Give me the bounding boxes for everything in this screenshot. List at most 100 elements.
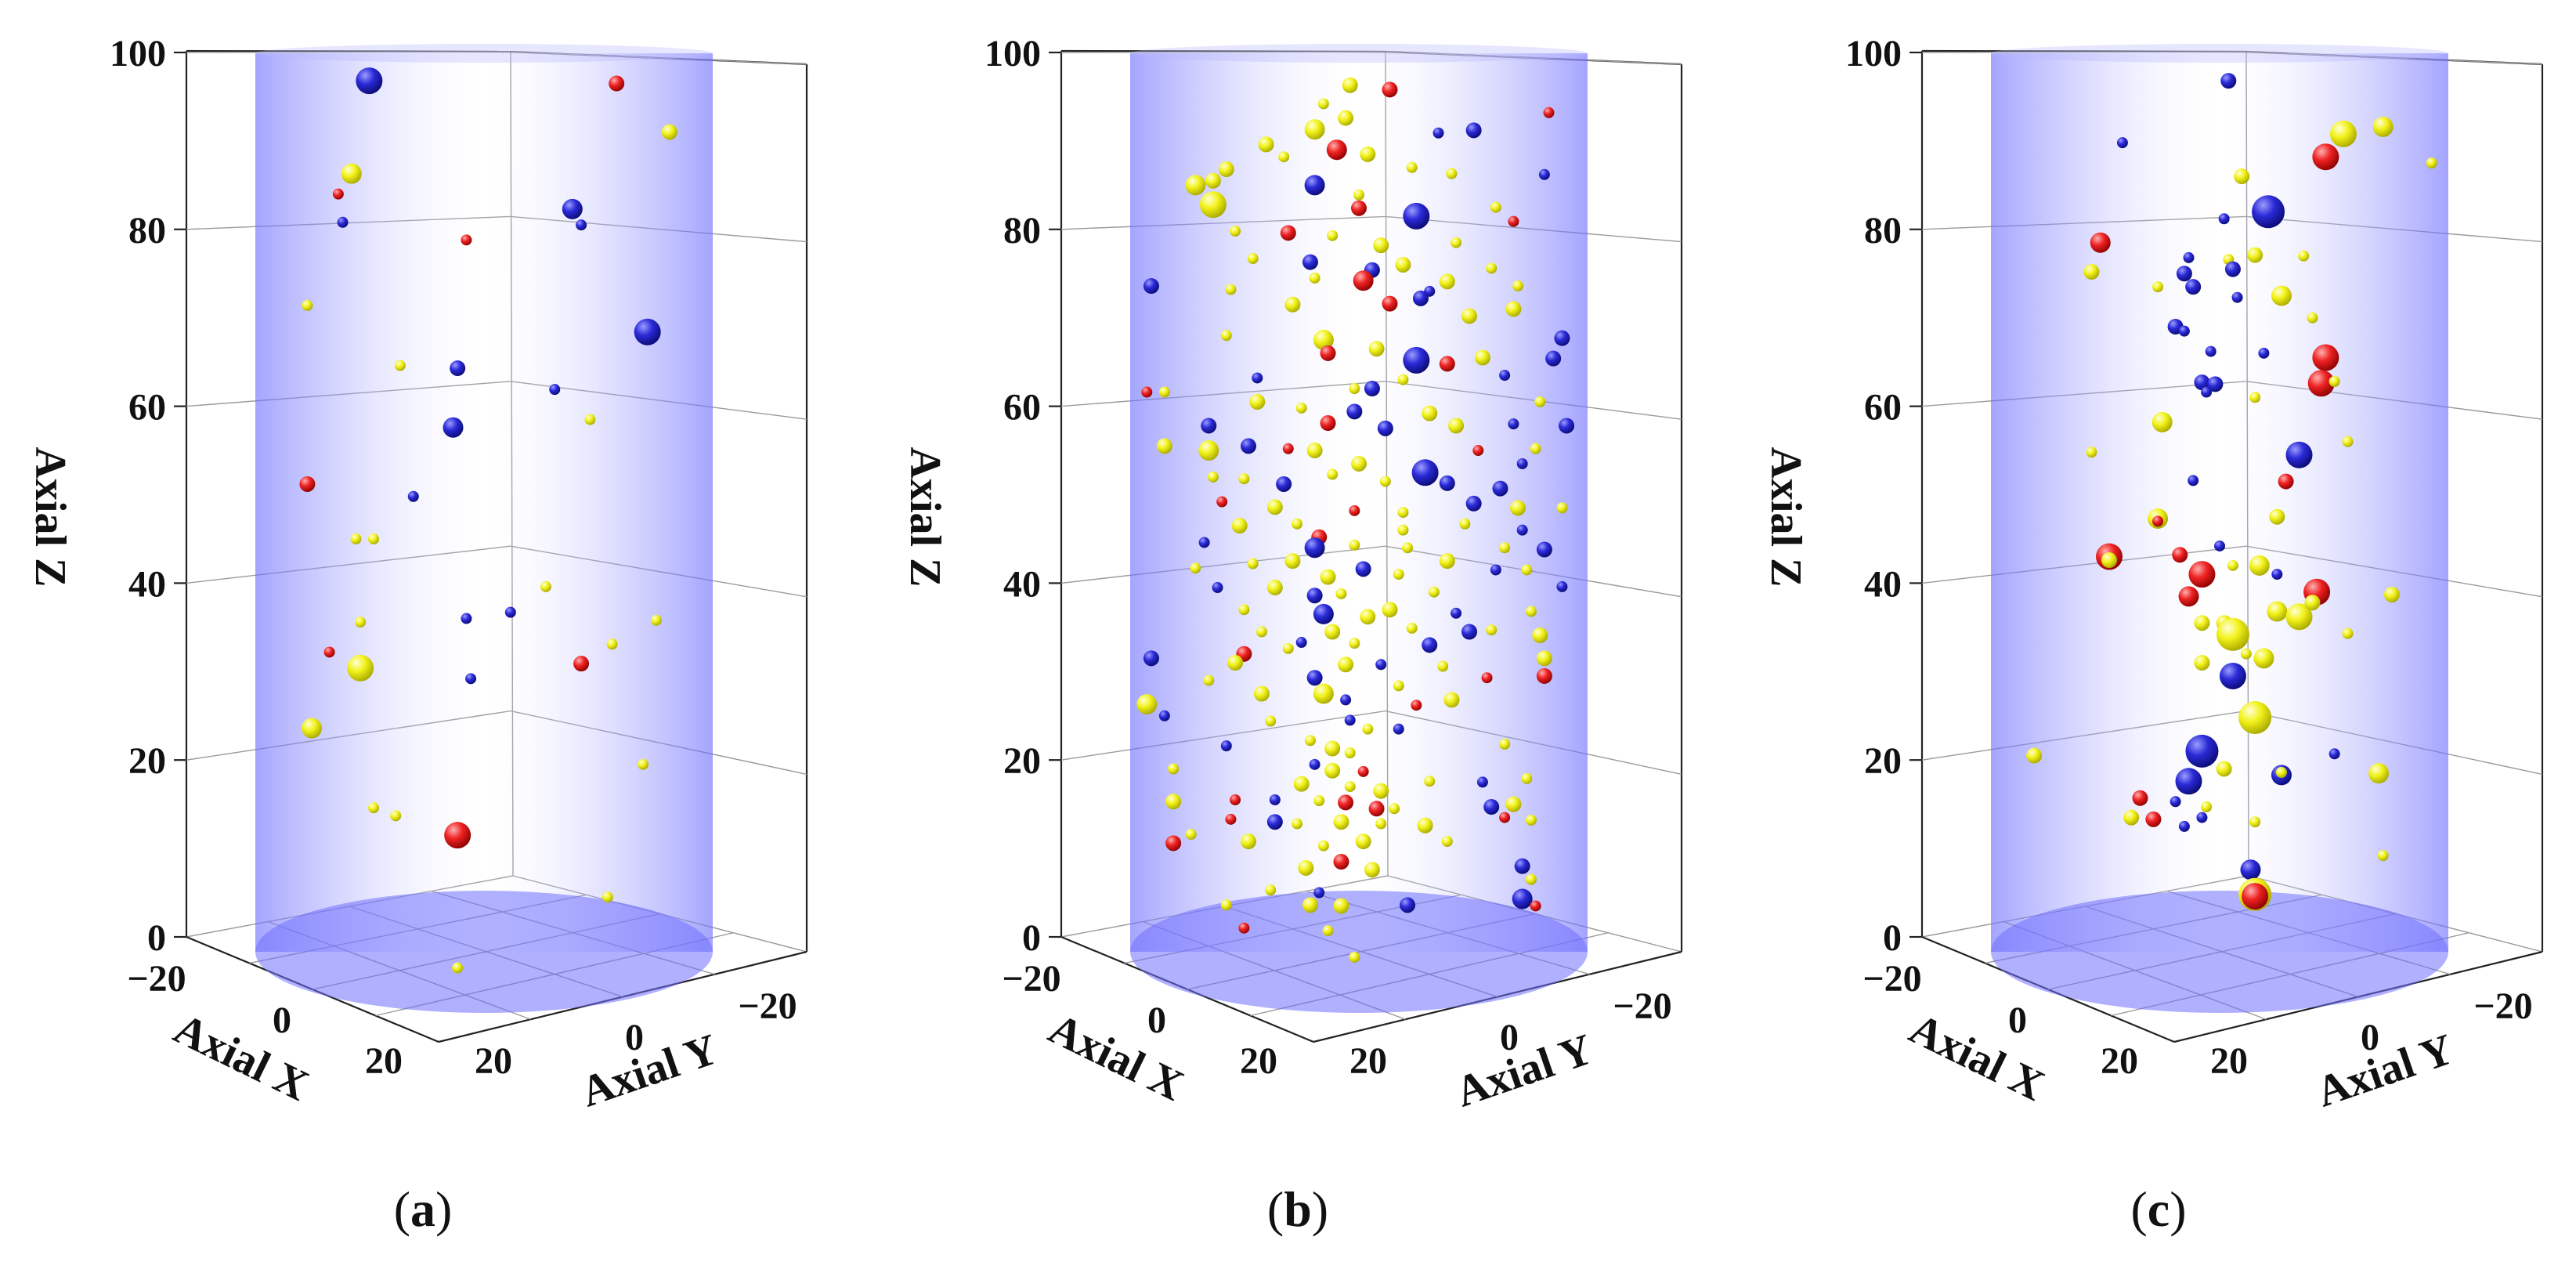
- data-point-yellow: [2383, 587, 2400, 603]
- data-point-yellow: [1338, 656, 1354, 673]
- data-point-yellow: [390, 810, 402, 822]
- data-point-blue: [2224, 261, 2241, 277]
- data-point-yellow: [2249, 816, 2261, 828]
- z-tick-label: 20: [1864, 740, 1902, 782]
- data-point-yellow: [1389, 803, 1400, 815]
- data-point-yellow: [1344, 747, 1356, 759]
- data-point-yellow: [1205, 172, 1221, 189]
- data-point-yellow: [1284, 553, 1301, 570]
- data-point-yellow: [1203, 674, 1215, 686]
- data-point-yellow: [1258, 136, 1274, 153]
- data-point-yellow: [1556, 502, 1568, 514]
- cylinder-body: [1991, 53, 2448, 952]
- data-point-blue: [2185, 734, 2219, 768]
- data-point-yellow: [1313, 329, 1334, 350]
- data-point-blue: [1313, 887, 1325, 899]
- data-point-red: [1349, 504, 1360, 516]
- data-point-yellow: [1227, 655, 1244, 671]
- data-point-red: [1353, 270, 1374, 291]
- data-point-yellow: [2275, 767, 2287, 779]
- data-point-red: [2132, 790, 2148, 806]
- data-point-blue: [634, 318, 661, 345]
- cylinder-bottom-cap: [255, 891, 713, 1013]
- data-point-yellow: [1249, 393, 1266, 410]
- data-point-yellow: [661, 124, 677, 140]
- data-point-blue: [1512, 888, 1533, 909]
- data-point-red: [1382, 295, 1398, 312]
- z-tick-label: 0: [1022, 917, 1041, 959]
- data-point-yellow: [1324, 624, 1341, 640]
- data-point-yellow: [341, 163, 362, 184]
- z-tick-label: 40: [128, 563, 166, 605]
- data-points: [1136, 77, 1575, 963]
- data-point-yellow: [1428, 586, 1440, 598]
- panel-label: (a): [394, 1181, 453, 1237]
- z-axis-label: Axial Z: [1761, 447, 1810, 588]
- data-point-blue: [1422, 637, 1438, 653]
- data-point-yellow: [1355, 833, 1371, 850]
- data-point-yellow: [1230, 226, 1241, 237]
- data-point-yellow: [2342, 627, 2354, 639]
- data-point-blue: [1492, 480, 1508, 497]
- data-point-blue: [2185, 279, 2202, 295]
- data-point-yellow: [1238, 604, 1250, 616]
- data-point-blue: [2183, 251, 2195, 263]
- data-point-yellow: [1510, 500, 1526, 516]
- x-tick-label: 0: [273, 1000, 291, 1041]
- data-point-blue: [576, 219, 587, 231]
- data-point-red: [1320, 415, 1336, 432]
- data-point-blue: [2285, 441, 2313, 468]
- data-point-red: [461, 234, 472, 246]
- data-point-blue: [504, 606, 516, 618]
- data-point-red: [2312, 344, 2339, 371]
- data-point-yellow: [584, 414, 596, 425]
- data-point-yellow: [1295, 402, 1307, 414]
- data-point-yellow: [1284, 296, 1301, 313]
- data-point-yellow: [2240, 648, 2252, 660]
- data-point-blue: [1545, 350, 1562, 367]
- data-point-yellow: [1441, 836, 1453, 848]
- data-point-yellow: [1406, 161, 1418, 173]
- data-point-blue: [2170, 796, 2181, 808]
- data-point-blue: [1490, 564, 1501, 576]
- x-tick-label: −20: [1862, 958, 1921, 1000]
- data-point-blue: [1201, 418, 1217, 434]
- data-point-yellow: [1439, 553, 1455, 570]
- data-point-yellow: [1207, 471, 1219, 483]
- data-point-yellow: [1373, 783, 1389, 799]
- data-point-yellow: [638, 758, 649, 770]
- data-point-yellow: [1317, 840, 1329, 852]
- data-point-yellow: [2234, 168, 2250, 185]
- data-point-blue: [2258, 347, 2270, 359]
- cylinder-body: [255, 53, 713, 952]
- data-point-yellow: [1185, 175, 1206, 196]
- data-point-yellow: [1327, 468, 1339, 480]
- data-point-yellow: [1499, 542, 1511, 554]
- data-point-blue: [1536, 541, 1552, 558]
- data-point-red: [1238, 922, 1250, 934]
- data-point-blue: [1304, 537, 1325, 559]
- data-point-yellow: [1333, 898, 1349, 914]
- data-point-yellow: [452, 962, 464, 974]
- data-point-blue: [1403, 202, 1430, 230]
- data-point-blue: [2175, 768, 2202, 795]
- data-point-red: [1338, 794, 1354, 811]
- data-point-yellow: [1461, 308, 1477, 324]
- data-point-yellow: [1448, 418, 1465, 434]
- data-point-red: [1530, 900, 1541, 912]
- data-point-red: [2178, 586, 2199, 607]
- z-tick-label: 40: [1003, 563, 1041, 605]
- data-point-yellow: [2216, 761, 2232, 777]
- data-point-yellow: [1324, 740, 1341, 757]
- data-point-blue: [1556, 580, 1568, 592]
- data-point-yellow: [1486, 624, 1498, 636]
- data-point-red: [444, 822, 471, 849]
- data-point-yellow: [1395, 256, 1411, 273]
- data-point-yellow: [1165, 794, 1182, 810]
- data-point-yellow: [394, 360, 406, 371]
- data-point-yellow: [2298, 250, 2310, 262]
- data-point-blue: [2220, 73, 2237, 89]
- cylinder-bottom-cap: [1991, 891, 2448, 1013]
- data-point-blue: [1313, 603, 1334, 624]
